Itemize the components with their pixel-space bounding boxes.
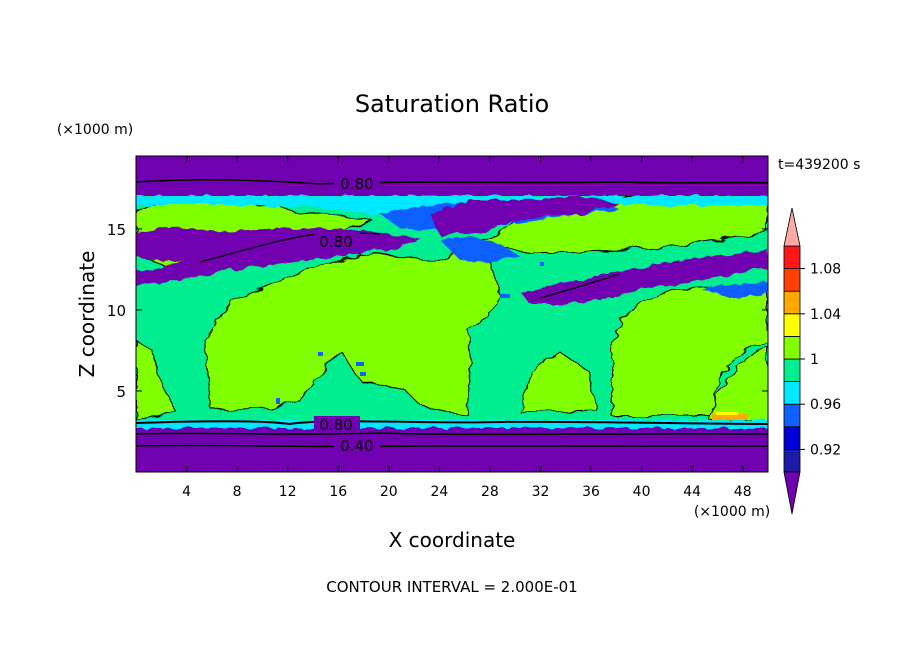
colorbar-band: [783, 290, 801, 315]
colorbar-band: [783, 403, 801, 428]
colorbar-tick-label: 0.96: [810, 397, 841, 413]
x-tick-label: 48: [734, 484, 752, 500]
x-tick-label: 28: [481, 484, 499, 500]
colorbar-tick-label: 1: [810, 352, 819, 368]
colorbar-underflow-arrow: [783, 471, 801, 515]
colorbar-band: [783, 448, 801, 473]
warm-patch-yellow: [716, 412, 738, 415]
colorbar-band: [783, 335, 801, 360]
contour-label-group: 0.80 0.80 0.80 0.40: [314, 174, 380, 455]
y-axis-label: Z coordinate: [75, 251, 99, 378]
contour-interval-footer: CONTOUR INTERVAL = 2.000E-01: [326, 578, 577, 596]
green-region-center: [204, 251, 501, 417]
contour-label-bg: [314, 232, 360, 250]
contour-lines: [136, 179, 768, 448]
colorbar-band: [783, 268, 801, 292]
colorbar-tick-label: 1.08: [810, 262, 841, 278]
y-unit-label: (×1000 m): [57, 122, 133, 138]
x-tick-label: 32: [532, 484, 550, 500]
contour-label: 0.40: [340, 437, 373, 455]
colorbar-overflow-arrow: [783, 207, 801, 247]
green-region-mid-right: [519, 351, 597, 413]
x-tick-label: 36: [582, 484, 600, 500]
x-tick-label: 4: [182, 484, 191, 500]
purple-filament-4: [520, 250, 768, 304]
contour-label-bg: [314, 416, 360, 432]
green-region-left: [136, 339, 177, 421]
y-tick-label: 15: [107, 221, 126, 239]
contour-label: 0.80: [319, 416, 352, 434]
y-tick-label: 5: [116, 383, 126, 401]
x-tick-label: 12: [279, 484, 297, 500]
purple-filament-3: [430, 196, 620, 236]
colorbar-tick-label: 1.04: [810, 307, 841, 323]
x-axis-label: X coordinate: [389, 528, 516, 552]
y-tick-label: 10: [107, 302, 126, 320]
x-tick-label: 8: [233, 484, 242, 500]
green-region-bottom-right: [707, 345, 768, 423]
x-tick-label: 20: [380, 484, 398, 500]
contour-label: 0.80: [319, 233, 352, 251]
colorbar-band: [783, 426, 801, 450]
chart-title: Saturation Ratio: [355, 90, 549, 118]
colorbar-tick-label: 0.92: [810, 442, 841, 458]
x-tick-label: 24: [430, 484, 448, 500]
upper-stratosphere-band: [136, 156, 768, 196]
blue-patch-right: [700, 282, 768, 298]
x-tick-label: 44: [683, 484, 701, 500]
colorbar-band: [783, 245, 801, 270]
contour-label-bg: [334, 438, 380, 454]
colorbar-band: [783, 381, 801, 405]
blue-specks: [276, 262, 544, 404]
x-unit-label: (×1000 m): [694, 504, 770, 520]
warm-patch-orange: [712, 414, 748, 420]
colorbar: 0.92 0.96 1 1.04 1.08: [783, 207, 841, 515]
contour-label-bg: [334, 174, 380, 192]
colorbar-band: [783, 313, 801, 337]
plot-frame: [135, 155, 769, 473]
time-label: t=439200 s: [778, 157, 860, 173]
contour-label: 0.80: [340, 175, 373, 193]
x-tick-label: 40: [633, 484, 651, 500]
colorbar-band: [783, 358, 801, 383]
contour-field: 0.80 0.80 0.80 0.40: [136, 156, 768, 472]
x-tick-label: 16: [329, 484, 347, 500]
blue-patch-center: [440, 236, 520, 262]
